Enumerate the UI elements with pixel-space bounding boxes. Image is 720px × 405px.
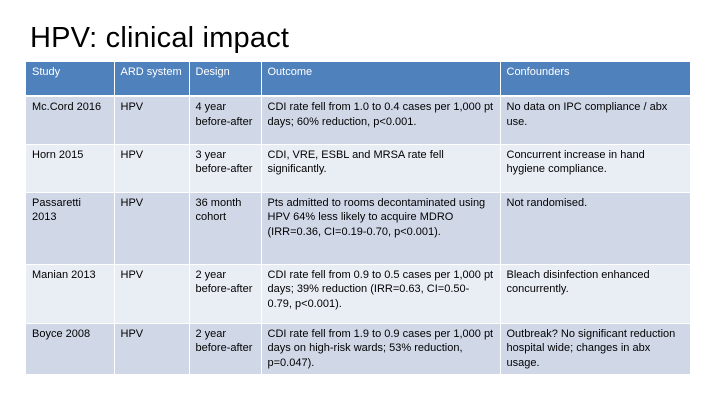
table-row: Horn 2015 HPV 3 year before-after CDI, V…: [26, 144, 691, 193]
cell-ard-system: HPV: [114, 323, 190, 375]
cell-outcome: CDI rate fell from 0.9 to 0.5 cases per …: [261, 264, 501, 324]
column-header-ard-system: ARD system: [114, 62, 190, 97]
cell-confounders: No data on IPC compliance / abx use.: [500, 96, 691, 145]
cell-study: Manian 2013: [26, 264, 115, 324]
cell-confounders: Outbreak? No significant reduction hospi…: [500, 323, 691, 375]
cell-design: 36 month cohort: [189, 192, 262, 265]
table-row: Passaretti 2013 HPV 36 month cohort Pts …: [26, 192, 691, 265]
cell-outcome: CDI rate fell from 1.9 to 0.9 cases per …: [261, 323, 501, 375]
cell-confounders: Not randomised.: [500, 192, 691, 265]
table-row: Manian 2013 HPV 2 year before-after CDI …: [26, 264, 691, 324]
cell-ard-system: HPV: [114, 144, 190, 193]
cell-design: 2 year before-after: [189, 264, 262, 324]
table-row: Mc.Cord 2016 HPV 4 year before-after CDI…: [26, 96, 691, 145]
cell-ard-system: HPV: [114, 192, 190, 265]
cell-study: Passaretti 2013: [26, 192, 115, 265]
cell-confounders: Bleach disinfection enhanced concurrentl…: [500, 264, 691, 324]
cell-study: Mc.Cord 2016: [26, 96, 115, 145]
cell-outcome: Pts admitted to rooms decontaminated usi…: [261, 192, 501, 265]
cell-study: Horn 2015: [26, 144, 115, 193]
column-header-confounders: Confounders: [500, 62, 691, 97]
table-row: Boyce 2008 HPV 2 year before-after CDI r…: [26, 323, 691, 375]
slide-title: HPV: clinical impact: [30, 22, 290, 54]
cell-design: 2 year before-after: [189, 323, 262, 375]
cell-study: Boyce 2008: [26, 323, 115, 375]
cell-confounders: Concurrent increase in hand hygiene comp…: [500, 144, 691, 193]
table-header-row: Study ARD system Design Outcome Confound…: [26, 62, 691, 97]
evidence-table: Study ARD system Design Outcome Confound…: [26, 62, 691, 375]
column-header-design: Design: [189, 62, 262, 97]
column-header-study: Study: [26, 62, 115, 97]
cell-design: 4 year before-after: [189, 96, 262, 145]
column-header-outcome: Outcome: [261, 62, 501, 97]
cell-ard-system: HPV: [114, 96, 190, 145]
cell-design: 3 year before-after: [189, 144, 262, 193]
cell-outcome: CDI rate fell from 1.0 to 0.4 cases per …: [261, 96, 501, 145]
cell-outcome: CDI, VRE, ESBL and MRSA rate fell signif…: [261, 144, 501, 193]
cell-ard-system: HPV: [114, 264, 190, 324]
